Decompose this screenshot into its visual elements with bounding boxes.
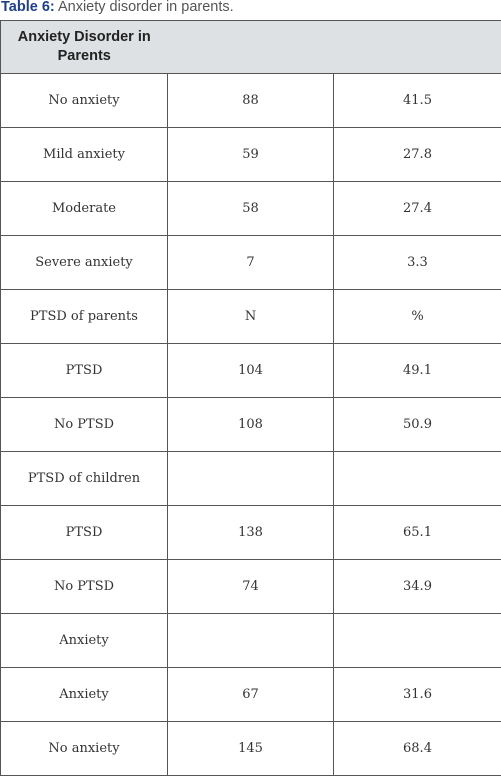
count-cell: N	[167, 289, 334, 344]
table-caption-text: Anxiety disorder in parents.	[57, 0, 234, 15]
count-cell	[167, 451, 334, 506]
table-row: No PTSD 108 50.9	[0, 397, 501, 452]
count-cell: 104	[167, 343, 334, 398]
row-label-cell: Anxiety	[0, 667, 168, 722]
table-row: No PTSD 74 34.9	[0, 559, 501, 614]
table-row: Severe anxiety 7 3.3	[0, 235, 501, 290]
count-cell: 108	[167, 397, 334, 452]
percent-cell: 65.1	[333, 505, 501, 560]
count-cell: 138	[167, 505, 334, 560]
table-row: No anxiety 145 68.4	[0, 721, 501, 776]
table-body: No anxiety 88 41.5 Mild anxiety 59 27.8 Modera…	[0, 73, 501, 776]
row-label-cell: Severe anxiety	[0, 235, 168, 290]
table-row: Moderate 58 27.4	[0, 181, 501, 236]
row-label-cell: PTSD of children	[0, 451, 168, 506]
percent-cell: 3.3	[333, 235, 501, 290]
count-cell: 145	[167, 721, 334, 776]
table-caption-label: Table 6:	[1, 0, 55, 15]
percent-cell: 41.5	[333, 73, 501, 128]
percent-cell: 31.6	[333, 667, 501, 722]
count-cell: 58	[167, 181, 334, 236]
percent-cell: 27.4	[333, 181, 501, 236]
row-label-cell: Anxiety	[0, 613, 168, 668]
percent-cell: 27.8	[333, 127, 501, 182]
table-header-blank	[167, 20, 501, 74]
row-label-cell: No PTSD	[0, 559, 168, 614]
count-cell: 88	[167, 73, 334, 128]
percent-cell	[333, 451, 501, 506]
table-row: Anxiety	[0, 613, 501, 668]
table-row: No anxiety 88 41.5	[0, 73, 501, 128]
table-caption: Table 6: Anxiety disorder in parents.	[1, 0, 234, 16]
row-label-cell: No PTSD	[0, 397, 168, 452]
percent-cell: %	[333, 289, 501, 344]
row-label-cell: No anxiety	[0, 73, 168, 128]
row-label-cell: Moderate	[0, 181, 168, 236]
row-label-cell: Mild anxiety	[0, 127, 168, 182]
count-cell: 59	[167, 127, 334, 182]
table-row: PTSD 138 65.1	[0, 505, 501, 560]
percent-cell: 49.1	[333, 343, 501, 398]
count-cell: 74	[167, 559, 334, 614]
count-cell	[167, 613, 334, 668]
table-row: Anxiety 67 31.6	[0, 667, 501, 722]
percent-cell	[333, 613, 501, 668]
table-row: PTSD 104 49.1	[0, 343, 501, 398]
row-label-cell: PTSD	[0, 343, 168, 398]
count-cell: 67	[167, 667, 334, 722]
percent-cell: 34.9	[333, 559, 501, 614]
table-row: PTSD of parents N%	[0, 289, 501, 344]
table-row: Mild anxiety 59 27.8	[0, 127, 501, 182]
table-header-title: Anxiety Disorder in Parents	[0, 20, 168, 74]
percent-cell: 50.9	[333, 397, 501, 452]
row-label-cell: PTSD of parents	[0, 289, 168, 344]
percent-cell: 68.4	[333, 721, 501, 776]
table-header-row: Anxiety Disorder in Parents	[0, 20, 501, 74]
count-cell: 7	[167, 235, 334, 290]
row-label-cell: PTSD	[0, 505, 168, 560]
anxiety-table: Anxiety Disorder in Parents No anxiety 88…	[0, 20, 501, 776]
table-row: PTSD of children	[0, 451, 501, 506]
row-label-cell: No anxiety	[0, 721, 168, 776]
